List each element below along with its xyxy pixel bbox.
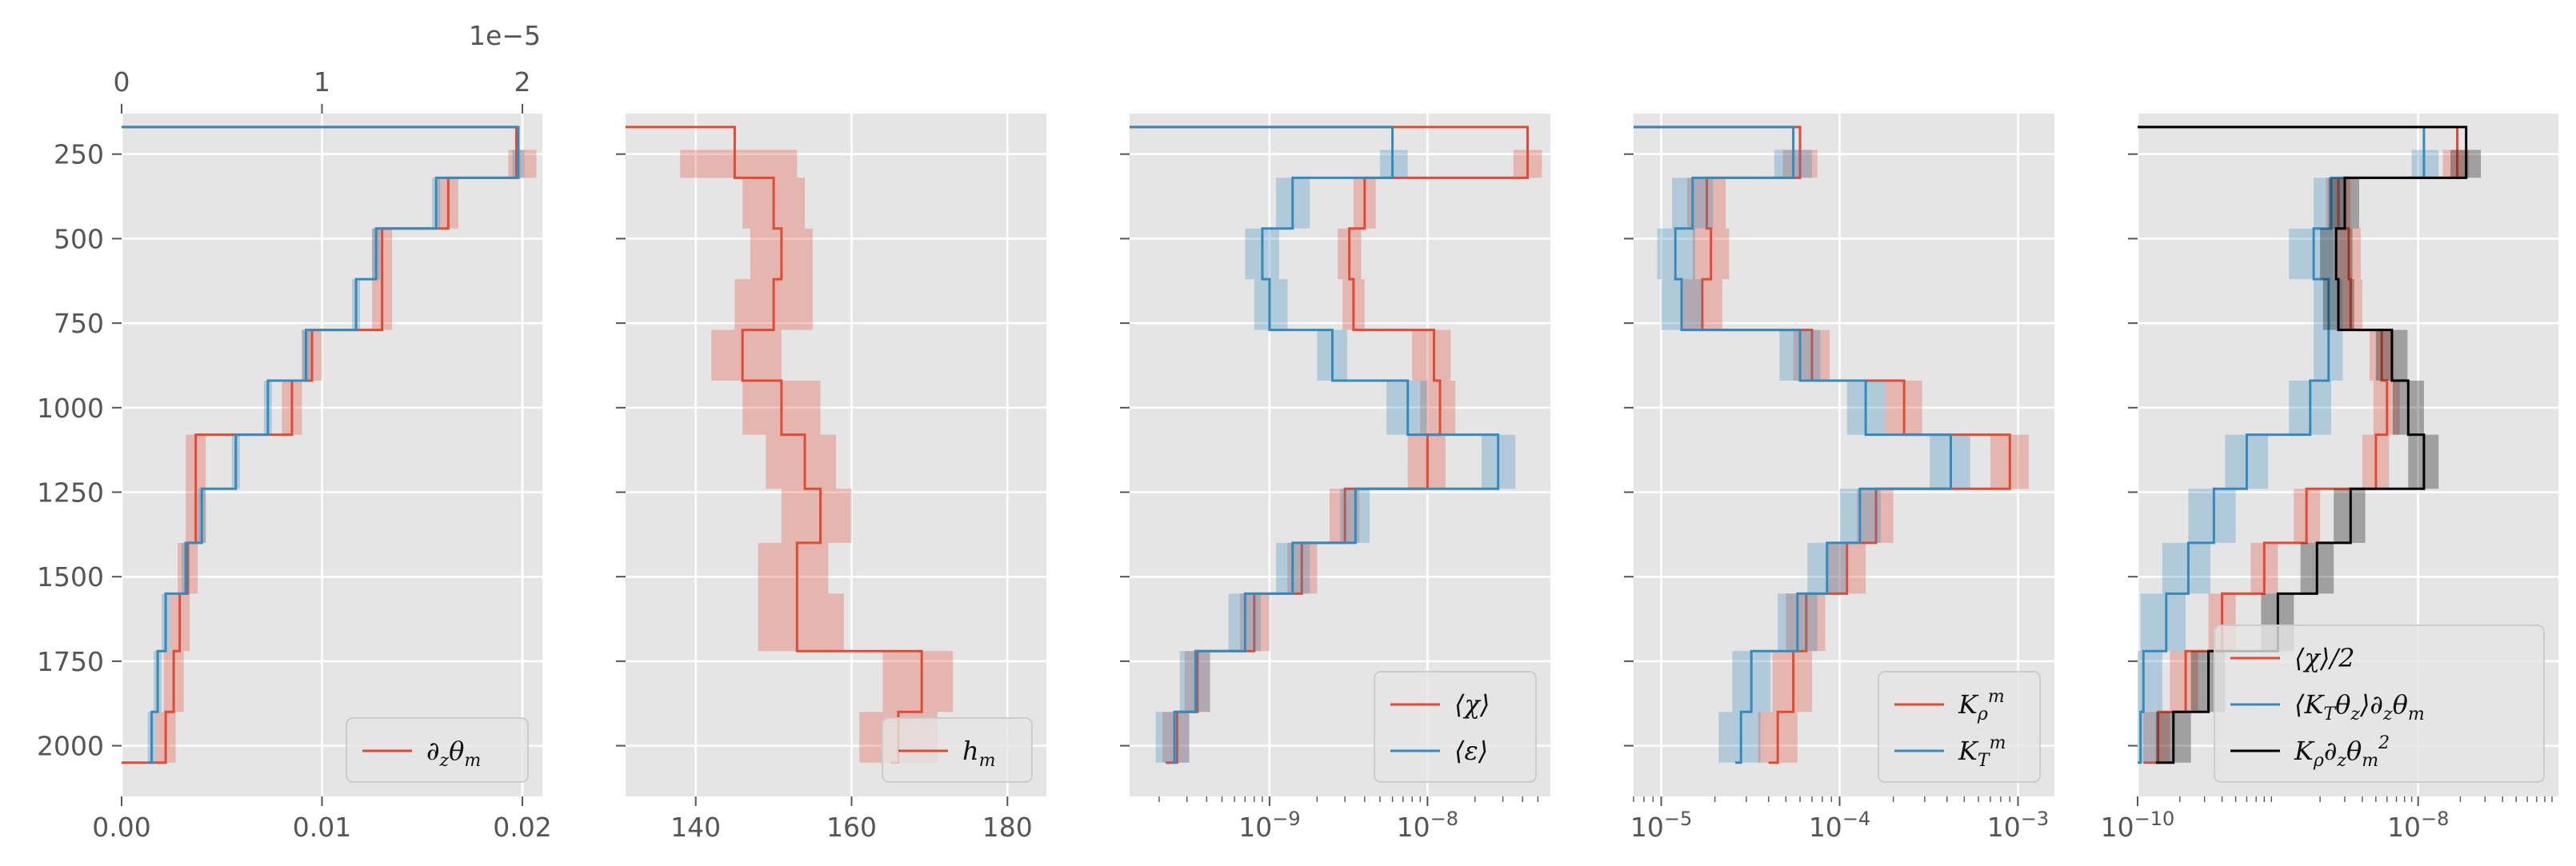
x-tick-label: 10−10 (2101, 808, 2175, 843)
uncertainty-band (766, 434, 836, 489)
uncertainty-band (758, 593, 844, 652)
uncertainty-band (2138, 651, 2162, 712)
uncertainty-band (2162, 542, 2210, 594)
uncertainty-band (711, 329, 782, 381)
uncertainty-band (1162, 712, 1190, 763)
series-hm (626, 126, 954, 764)
uncertainty-band (1718, 712, 1761, 763)
uncertainty-band (882, 651, 954, 712)
legend-box (2214, 625, 2545, 783)
legend-box (882, 717, 1033, 783)
panel-1-buoyancy-gradient: 0.00 0.01 0.02 250 500 750 1000 1250 1500 1750 200… (37, 20, 552, 843)
uncertainty-band (2143, 712, 2170, 763)
panel-2-hm: 140 160 180 hm (616, 114, 1046, 843)
top-axis-offset-text: 1e−5 (469, 20, 541, 51)
uncertainty-band (1412, 329, 1451, 381)
top-x-tick-label: 1 (314, 66, 330, 98)
x-tick-label: 0.01 (293, 812, 351, 843)
x-tick-label: 10−4 (1809, 808, 1870, 843)
legend: ⟨χ⟩ ⟨ε⟩ (1374, 671, 1537, 783)
x-tick-label: 180 (982, 812, 1033, 843)
step-line (626, 126, 923, 764)
uncertainty-band (2140, 593, 2186, 652)
uncertainty-band (2170, 651, 2198, 712)
y-tick-label: 1250 (37, 477, 104, 509)
uncertainty-band (680, 150, 798, 178)
uncertainty-band (781, 489, 852, 543)
uncertainty-band (1155, 712, 1190, 763)
legend-box (1374, 671, 1537, 783)
y-tick-label: 1750 (37, 646, 104, 677)
panel-4-diffusivity: 10−5 10−4 10−3 Kρm KTm (1624, 114, 2054, 843)
uncertainty-band (2411, 150, 2439, 178)
uncertainty-band (1420, 380, 1456, 435)
top-x-tick-label: 0 (114, 66, 130, 98)
step-line (1130, 126, 1500, 764)
legend-label: ⟨ε⟩ (1454, 736, 1488, 766)
x-tick-label: 160 (826, 812, 877, 843)
step-line (1634, 126, 1952, 764)
legend: ∂zθm (346, 717, 529, 783)
legend-label: Kρm (1958, 687, 2005, 724)
x-tick-label: 140 (670, 812, 721, 843)
uncertainty-band (1379, 150, 1408, 178)
x-tick-label: 10−5 (1630, 808, 1692, 843)
legend-label: ⟨KTθz⟩∂zθm (2294, 689, 2425, 724)
legend-label: hm (962, 736, 995, 771)
uncertainty-band (2289, 228, 2334, 280)
y-tick-label: 2000 (37, 731, 104, 762)
legend: Kρm KTm (1878, 671, 2041, 783)
legend-box (346, 717, 529, 783)
plot-area (122, 114, 542, 796)
series-⟨χ⟩/2 (2138, 126, 2470, 764)
step-line (2138, 126, 2426, 764)
series-KTm (1634, 126, 1970, 764)
legend-label: ∂zθm (426, 736, 481, 771)
y-tick-label: 500 (54, 223, 104, 254)
x-tick-label: 10−9 (1238, 808, 1300, 843)
uncertainty-band (2442, 150, 2470, 178)
y-tick-label: 250 (54, 139, 104, 170)
uncertainty-band (2188, 489, 2236, 543)
uncertainty-band (2314, 178, 2345, 229)
x-tick-label: 0.02 (493, 812, 551, 843)
x-tick-label: 10−3 (1987, 808, 2049, 843)
series-⟨KTθz⟩∂zθm (2138, 126, 2439, 764)
panel-5-variance-budget: 10−10 10−8 ⟨χ⟩/2 ⟨KTθz⟩∂zθm Kρ∂zθm2 (2101, 114, 2558, 843)
y-tick-label: 1500 (37, 561, 104, 593)
panel-3-chi-epsilon: 10−9 10−8 ⟨χ⟩ ⟨ε⟩ (1120, 114, 1550, 843)
uncertainty-band (1254, 279, 1288, 330)
x-tick-label: 0.00 (92, 812, 150, 843)
legend-label: ⟨χ⟩ (1454, 689, 1490, 720)
legend: hm (882, 717, 1033, 783)
uncertainty-band (758, 542, 829, 594)
series-∂zθm (122, 126, 537, 764)
legend-box (1878, 671, 2041, 783)
series-top-axis-series (122, 126, 525, 764)
legend-label: Kρ∂zθm2 (2294, 733, 2390, 771)
x-tick-label: 10−8 (2387, 808, 2449, 843)
y-tick-label: 750 (54, 308, 104, 339)
top-x-tick-label: 2 (514, 66, 530, 98)
uncertainty-band (508, 150, 537, 178)
step-line (122, 126, 520, 764)
x-tick-label: 10−8 (1397, 808, 1458, 843)
y-tick-label: 1000 (37, 393, 104, 424)
legend-label: KTm (1958, 733, 2006, 771)
legend: ⟨χ⟩/2 ⟨KTθz⟩∂zθm Kρ∂zθm2 (2214, 625, 2545, 783)
legend-label: ⟨χ⟩/2 (2294, 643, 2355, 673)
series-⟨ε⟩ (1130, 126, 1516, 764)
